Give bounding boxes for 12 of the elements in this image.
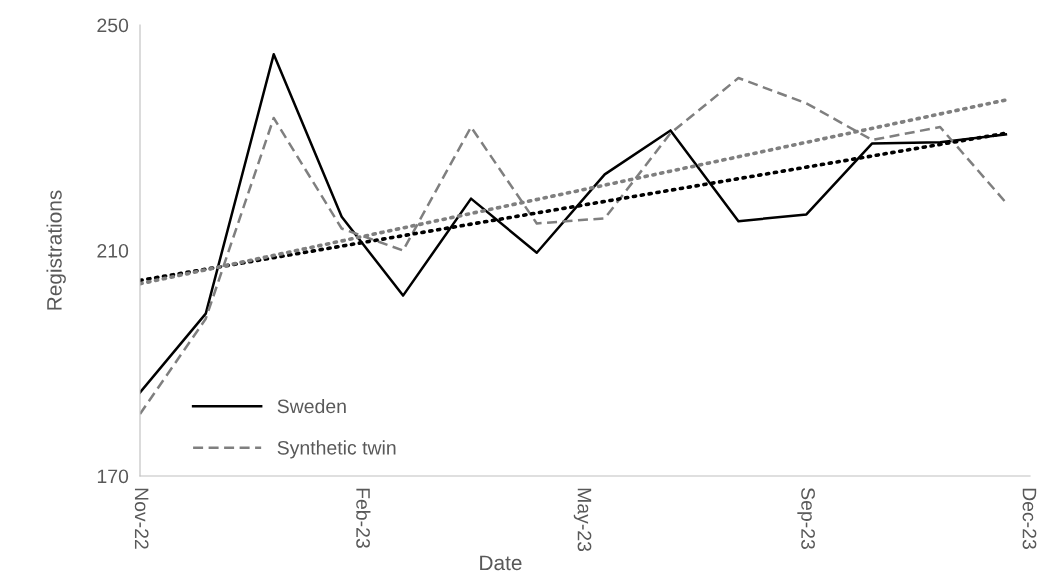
x-tick-label: Dec-23 [1022,488,1037,549]
y-axis-title: Registrations [46,190,66,310]
legend-label: Sweden [277,398,346,414]
y-tick-label: 170 [97,469,129,484]
y-tick-label: 250 [97,18,129,33]
x-tick-label: Nov-22 [134,488,149,549]
x-tick-label: May-23 [573,488,592,552]
x-axis-title: Date [480,555,522,571]
x-tick-label: Feb-23 [356,488,371,548]
y-tick-label: 210 [97,243,129,258]
x-tick-label: Sep-23 [797,488,815,549]
legend-label: Synthetic twin [277,440,396,459]
